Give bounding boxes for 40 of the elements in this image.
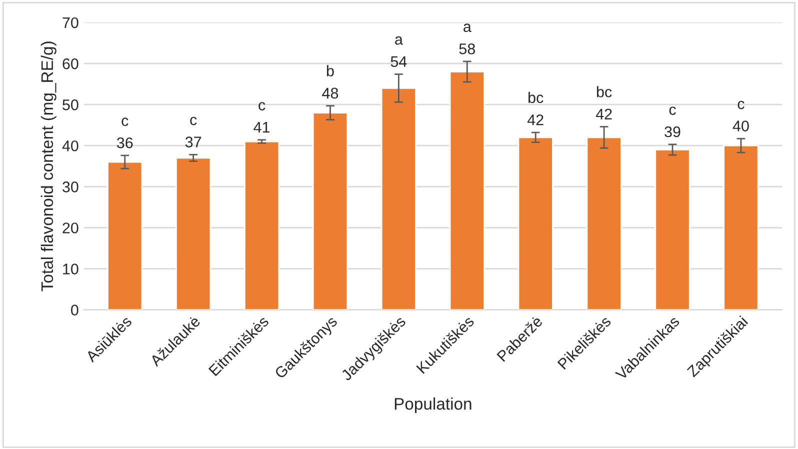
data-label: 48 <box>322 88 338 99</box>
data-label: 58 <box>459 43 475 54</box>
y-tick-label: 70 <box>62 17 78 28</box>
x-axis-title: Population <box>394 398 472 414</box>
annotation: a <box>395 36 403 45</box>
data-label: 54 <box>390 56 407 67</box>
y-tick-label: 60 <box>62 58 78 70</box>
data-label: 37 <box>185 136 202 148</box>
annotation: c <box>738 100 744 110</box>
annotation: c <box>190 116 197 126</box>
data-label: 39 <box>664 126 680 138</box>
y-tick-label: 20 <box>62 222 78 234</box>
bar <box>723 144 759 310</box>
annotation: bc <box>528 92 544 104</box>
data-label: 42 <box>527 114 544 126</box>
bar <box>176 157 212 310</box>
y-tick-label: 50 <box>62 99 78 110</box>
bar <box>586 136 622 310</box>
bar <box>312 112 348 310</box>
data-label: 42 <box>596 108 612 120</box>
annotation: b <box>326 65 334 76</box>
annotation: c <box>122 118 128 126</box>
bar <box>449 71 485 310</box>
y-tick-label: 0 <box>71 304 78 316</box>
annotation: c <box>669 106 676 115</box>
bar <box>107 161 143 310</box>
bar <box>518 136 554 310</box>
y-tick-label: 10 <box>63 264 78 274</box>
data-label: 36 <box>116 137 133 148</box>
y-axis-title: Total flavonoid content (mg_RE/g) <box>40 42 56 292</box>
annotation: c <box>258 102 266 110</box>
annotation: a <box>464 24 472 32</box>
y-tick-label: 30 <box>62 182 78 192</box>
data-label: 41 <box>254 122 270 133</box>
annotation: bc <box>596 86 612 98</box>
bar <box>380 87 416 310</box>
bar <box>244 140 280 310</box>
y-tick-label: 40 <box>62 140 78 152</box>
bar <box>654 149 690 310</box>
data-label: 40 <box>732 120 749 132</box>
